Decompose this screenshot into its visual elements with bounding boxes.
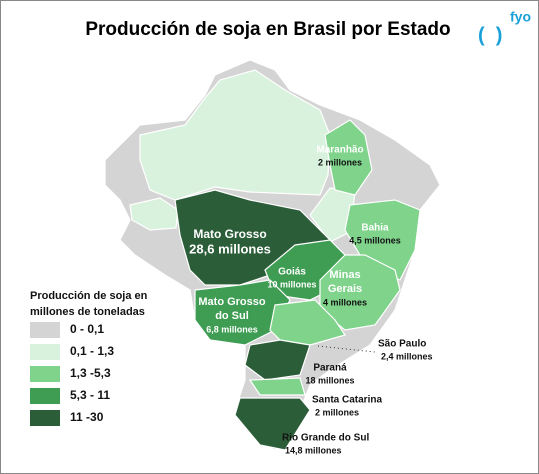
state-area xyxy=(234,397,311,451)
state-area xyxy=(344,199,421,281)
state-name: São Paulo xyxy=(378,339,426,350)
state-name: Paraná xyxy=(313,363,347,374)
title: Producción de soja en Brasil por Estado xyxy=(85,19,450,40)
state-value: 18 millones xyxy=(305,375,354,385)
state-value: 14,8 millones xyxy=(285,445,342,455)
legend-swatch xyxy=(30,366,60,382)
state-value: 6,8 millones xyxy=(206,324,258,334)
state-name: Bahia xyxy=(361,223,389,234)
legend-swatch xyxy=(30,410,60,426)
rondonia xyxy=(129,197,179,231)
legend-swatch xyxy=(30,322,60,338)
legend-label: 11 -30 xyxy=(70,410,104,424)
state-name: Gerais xyxy=(328,283,362,295)
state-value: 10 millones xyxy=(267,279,316,289)
state-value: 4 millones xyxy=(323,297,367,307)
state-name: Mato Grosso xyxy=(198,296,266,308)
state-value: 2 millones xyxy=(318,157,362,167)
leader-line xyxy=(317,345,376,353)
legend-label: 0,1 - 1,3 xyxy=(70,344,114,358)
logo-bracket: ( ) xyxy=(478,24,502,46)
legend-swatch xyxy=(30,388,60,404)
state-name: Mato Grosso xyxy=(193,227,266,241)
state-area xyxy=(269,299,346,346)
state-name: Goiás xyxy=(278,267,306,278)
state-value: 28,6 millones xyxy=(189,241,271,256)
state-area xyxy=(244,339,311,381)
legend-label: 5,3 - 11 xyxy=(70,388,110,402)
state-value: 2,4 millones xyxy=(381,351,433,361)
state-name: Maranhão xyxy=(316,145,363,156)
state-value: 2 millones xyxy=(315,407,359,417)
legend-swatch xyxy=(30,344,60,360)
state-value: 4,5 millones xyxy=(349,235,401,245)
state-name: Minas xyxy=(329,269,360,281)
legend-label: 0 - 0,1 xyxy=(70,322,104,336)
state-area xyxy=(324,119,373,196)
legend-title: millones de toneladas xyxy=(30,306,145,318)
legend-title: Producción de soja en xyxy=(30,290,148,302)
state-name: do Sul xyxy=(215,310,249,322)
state-area xyxy=(248,377,306,396)
state-name: Santa Catarina xyxy=(312,395,382,406)
logo: fyo xyxy=(510,9,531,25)
state-name: Rio Grande do Sul xyxy=(282,433,369,444)
legend-label: 1,3 -5,3 xyxy=(70,366,111,380)
